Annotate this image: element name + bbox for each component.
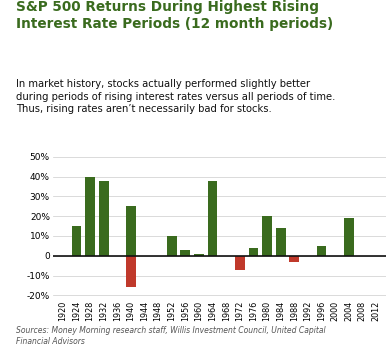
Bar [85,177,95,256]
Bar [248,248,258,256]
Bar [194,254,204,256]
Bar [207,181,218,256]
Text: In market history, stocks actually performed slightly better
during periods of r: In market history, stocks actually perfo… [16,79,335,114]
Bar [289,256,299,262]
Bar [262,216,272,256]
Bar [126,206,136,256]
Bar [181,250,190,256]
Bar [126,256,136,287]
Bar [72,226,82,256]
Bar [317,246,326,256]
Bar [276,228,285,256]
Text: S&P 500 Returns During Highest Rising
Interest Rate Periods (12 month periods): S&P 500 Returns During Highest Rising In… [16,0,333,31]
Bar [344,218,354,256]
Text: Sources: Money Morning research staff, Willis Investment Council, United Capital: Sources: Money Morning research staff, W… [16,327,325,346]
Bar [235,256,245,270]
Bar [167,236,177,256]
Bar [99,181,108,256]
